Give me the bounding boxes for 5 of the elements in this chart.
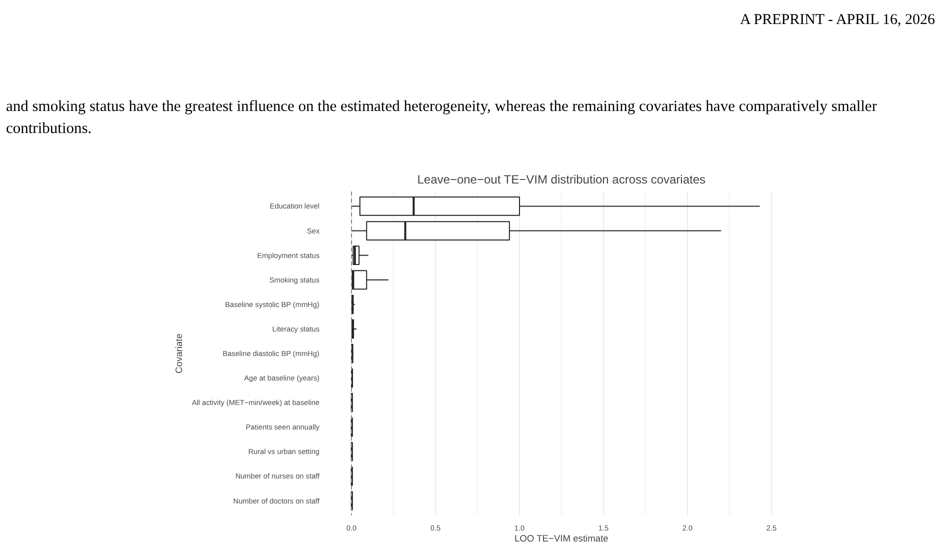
chart-title: Leave−one−out TE−VIM distribution across covariates: [417, 172, 706, 186]
text: A PREPRINT - APRIL 16, 2026: [740, 11, 935, 30]
y-axis-title: Covariate: [174, 334, 184, 374]
x-axis-title: LOO TE−VIM estimate: [514, 534, 608, 544]
text: and smoking status have the greatest influence on the estimated heterogeneity, whereas the remaining covariates have comparatively smaller contributions.: [6, 97, 878, 139]
